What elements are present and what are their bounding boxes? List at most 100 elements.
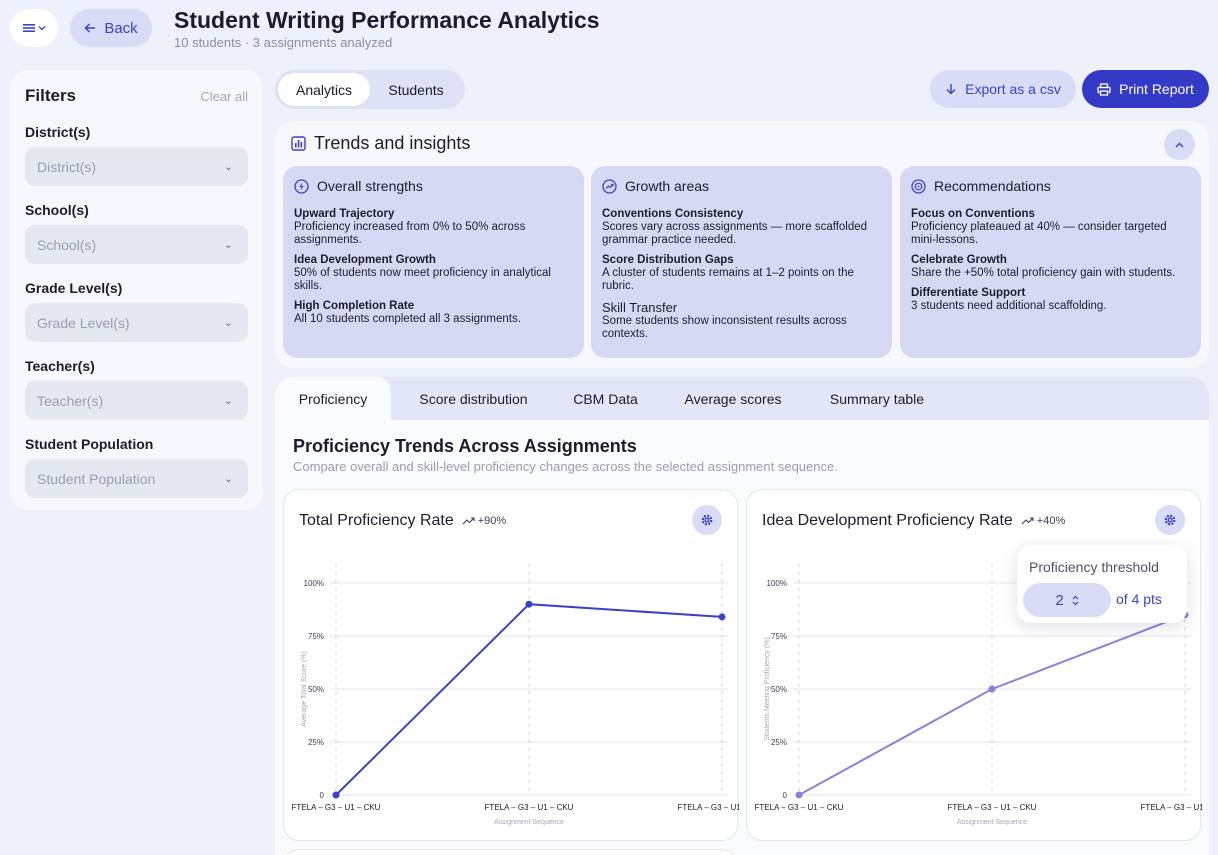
tab-summary-table[interactable]: Summary table [829, 390, 925, 407]
tab-cbm-data[interactable]: CBM Data [573, 390, 638, 407]
y-tick-label: 50% [771, 685, 787, 694]
filter-label: Grade Level(s) [25, 280, 123, 296]
strengths-card: Overall strengths Upward Trajectory Prof… [283, 166, 584, 358]
school-select[interactable]: School(s) ⌄ [25, 225, 248, 264]
filter-group-grade: Grade Level(s) Grade Level(s) ⌄ [25, 280, 248, 342]
district-select[interactable]: District(s) ⌄ [25, 147, 248, 186]
filter-group-population: Student Population Student Population ⌄ [25, 436, 248, 498]
target-icon [911, 178, 926, 194]
student-population-select[interactable]: Student Population ⌄ [25, 459, 248, 498]
recommendations-card: Recommendations Focus on Conventions Pro… [900, 166, 1201, 358]
tab-score-distribution[interactable]: Score distribution [419, 390, 528, 407]
insight-title: Celebrate Growth [911, 254, 1007, 266]
x-tick-label: FTELA – G3 – U1 – CKU [1141, 803, 1202, 812]
insight-title: Skill Transfer [602, 300, 678, 315]
tab-proficiency[interactable]: Proficiency [275, 377, 391, 420]
trending-up-icon [1021, 517, 1034, 525]
x-axis-label: Assignment Sequence [494, 819, 564, 826]
x-tick-label: FTELA – G3 – U1 – CKU [678, 803, 739, 812]
page-subtitle: 10 students · 3 assignments analyzed [174, 35, 393, 50]
insight-body: All 10 students completed all 3 assignme… [294, 313, 521, 325]
y-axis-label: Students Meeting Proficiency (%) [764, 637, 771, 741]
idea-development-chart-card: Idea Development Proficiency Rate +40% 0… [746, 489, 1202, 841]
x-axis-label: Assignment Sequence [957, 819, 1027, 826]
total-proficiency-chart-card: Total Proficiency Rate +90% 0 25% 50% 75% 10… [283, 489, 739, 841]
section-subtitle: Compare overall and skill-level proficie… [293, 459, 838, 474]
next-chart-card [283, 849, 738, 855]
idea-development-chart: 0 25% 50% 75% 100% FTELA – G3 – U1 – CKU FTELA… [755, 563, 1202, 826]
card-title: Recommendations [934, 178, 1051, 194]
chart-title: Idea Development Proficiency Rate [762, 512, 1013, 529]
chevron-down-icon: ⌄ [223, 317, 233, 329]
y-tick-label: 100% [304, 579, 324, 588]
insight-body: Scores vary across assignments — more sc… [602, 221, 868, 246]
chart-settings-button[interactable] [1155, 505, 1185, 535]
section-title: Proficiency Trends Across Assignments [293, 436, 637, 456]
trend-badge: +90% [462, 515, 506, 527]
data-point [525, 600, 533, 608]
grade-level-select[interactable]: Grade Level(s) ⌄ [25, 303, 248, 342]
back-button[interactable]: Back [70, 9, 152, 47]
export-csv-button[interactable]: Export as a csv [930, 70, 1076, 108]
print-label: Print Report [1119, 81, 1194, 97]
threshold-label: Proficiency threshold [1029, 559, 1159, 575]
select-placeholder: School(s) [37, 236, 97, 253]
chevron-up-icon [1175, 142, 1184, 147]
trends-panel: Trends and insights Overall strengths Up… [275, 121, 1209, 368]
chevron-down-icon [38, 26, 45, 31]
threshold-suffix: of 4 pts [1116, 591, 1162, 607]
growth-areas-card: Growth areas Conventions Consistency Sco… [591, 166, 892, 358]
insight-title: Differentiate Support [911, 287, 1026, 299]
gear-icon [1164, 514, 1176, 526]
y-tick-label: 50% [308, 685, 324, 694]
y-tick-label: 100% [767, 579, 787, 588]
export-label: Export as a csv [965, 81, 1061, 97]
print-report-button[interactable]: Print Report [1082, 70, 1209, 108]
y-tick-label: 75% [771, 632, 787, 641]
select-placeholder: Grade Level(s) [37, 314, 130, 331]
chevron-down-icon: ⌄ [223, 161, 233, 173]
y-axis-label: Average Total Score (%) [301, 651, 308, 727]
data-point [718, 613, 726, 621]
arrow-left-icon [84, 23, 96, 33]
filter-group-district: District(s) District(s) ⌄ [25, 124, 248, 186]
insight-title: Idea Development Growth [294, 254, 436, 266]
download-icon [946, 84, 956, 95]
insight-body: 3 students need additional scaffolding. [911, 300, 1107, 312]
data-panel: Proficiency Score distribution CBM Data … [275, 377, 1209, 855]
x-tick-label: FTELA – G3 – U1 – CKU [948, 803, 1037, 812]
chart-settings-button[interactable] [692, 505, 722, 535]
page-title: Student Writing Performance Analytics [174, 7, 600, 33]
tab-average-scores[interactable]: Average scores [684, 390, 782, 407]
tab-students[interactable]: Students [388, 81, 444, 98]
teacher-select[interactable]: Teacher(s) ⌄ [25, 381, 248, 420]
back-label: Back [104, 19, 138, 37]
y-tick-label: 25% [771, 738, 787, 747]
collapse-button[interactable] [1164, 129, 1195, 160]
growth-icon [602, 178, 617, 194]
chevron-down-icon: ⌄ [223, 395, 233, 407]
gear-icon [701, 514, 713, 526]
data-point [795, 791, 803, 799]
filters-panel: Filters Clear all District(s) District(s… [10, 70, 263, 510]
insight-body: Some students show inconsistent results … [602, 315, 847, 340]
filter-label: Teacher(s) [25, 358, 95, 374]
clear-all-link[interactable]: Clear all [200, 88, 248, 104]
view-tabs: Analytics Students [275, 70, 465, 109]
insight-body: Share the +50% total proficiency gain wi… [911, 267, 1176, 279]
insight-title: Focus on Conventions [911, 208, 1035, 220]
insight-title: High Completion Rate [294, 300, 415, 312]
menu-button[interactable] [10, 9, 58, 47]
tab-analytics[interactable]: Analytics [278, 73, 370, 106]
x-tick-label: FTELA – G3 – U1 – CKU [485, 803, 574, 812]
select-placeholder: District(s) [37, 158, 97, 175]
threshold-stepper[interactable]: 2 [1023, 583, 1111, 617]
data-point [988, 685, 996, 693]
insight-title: Score Distribution Gaps [602, 254, 734, 266]
trends-header: Trends and insights [291, 133, 470, 154]
bar-chart-icon [291, 136, 306, 151]
insight-title: Upward Trajectory [294, 208, 395, 220]
chart-title: Total Proficiency Rate [299, 512, 454, 529]
insight-body: Proficiency plateaued at 40% — consider … [911, 221, 1167, 246]
card-title: Overall strengths [317, 178, 423, 194]
